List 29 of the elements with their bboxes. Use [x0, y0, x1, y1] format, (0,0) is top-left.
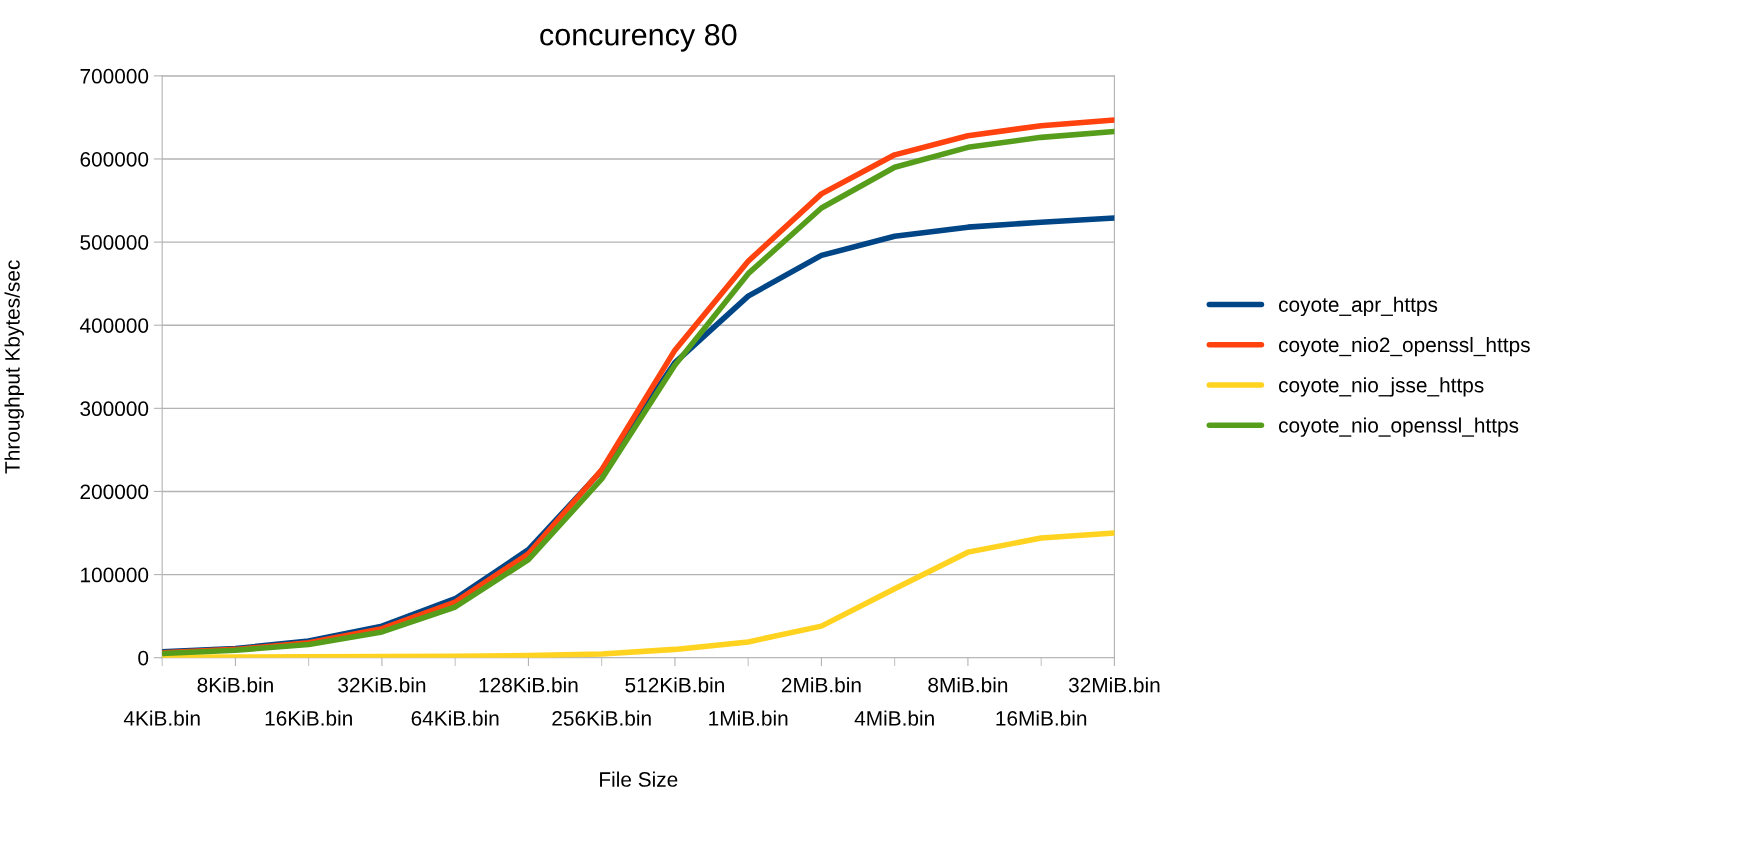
x-tick-label: 1MiB.bin [709, 710, 788, 726]
y-tick-label: 0 [138, 650, 149, 666]
x-tick-label: 512KiB.bin [625, 677, 724, 693]
legend-label: coyote_nio2_openssl_https [1278, 336, 1530, 357]
x-tick-label: 4MiB.bin [854, 710, 934, 726]
y-tick-label: 300000 [80, 401, 149, 417]
legend-label: coyote_nio_openssl_https [1278, 417, 1519, 437]
x-tick-label: 32MiB.bin [1068, 677, 1160, 693]
legend-label: coyote_apr_https [1278, 296, 1438, 317]
y-tick-label: 100000 [81, 567, 149, 583]
x-tick-label: 16MiB.bin [996, 710, 1087, 726]
y-tick-label: 600000 [80, 151, 149, 167]
x-tick-label: 256KiB.bin [552, 710, 651, 726]
x-tick-label: 128KiB.bin [479, 677, 578, 693]
legend-label: coyote_nio_jsse_https [1278, 377, 1484, 397]
x-tick-label: 8KiB.bin [197, 677, 273, 693]
y-tick-label: 200000 [80, 484, 149, 500]
x-tick-label: 2MiB.bin [781, 677, 861, 693]
x-axis-title: File Size [600, 771, 678, 787]
y-tick-label: 700000 [80, 68, 149, 84]
x-tick-label: 64KiB.bin [411, 710, 499, 726]
x-tick-label: 16KiB.bin [265, 710, 352, 726]
chart-title: concurency 80 [540, 23, 737, 52]
x-tick-label: 8MiB.bin [928, 677, 1008, 693]
x-tick-label: 4KiB.bin [123, 710, 200, 726]
x-tick-label: 32KiB.bin [338, 677, 426, 693]
y-tick-label: 500000 [80, 235, 149, 250]
y-axis-title: Throughput Kbytes/sec [4, 260, 24, 474]
y-tick-label: 400000 [79, 318, 149, 333]
